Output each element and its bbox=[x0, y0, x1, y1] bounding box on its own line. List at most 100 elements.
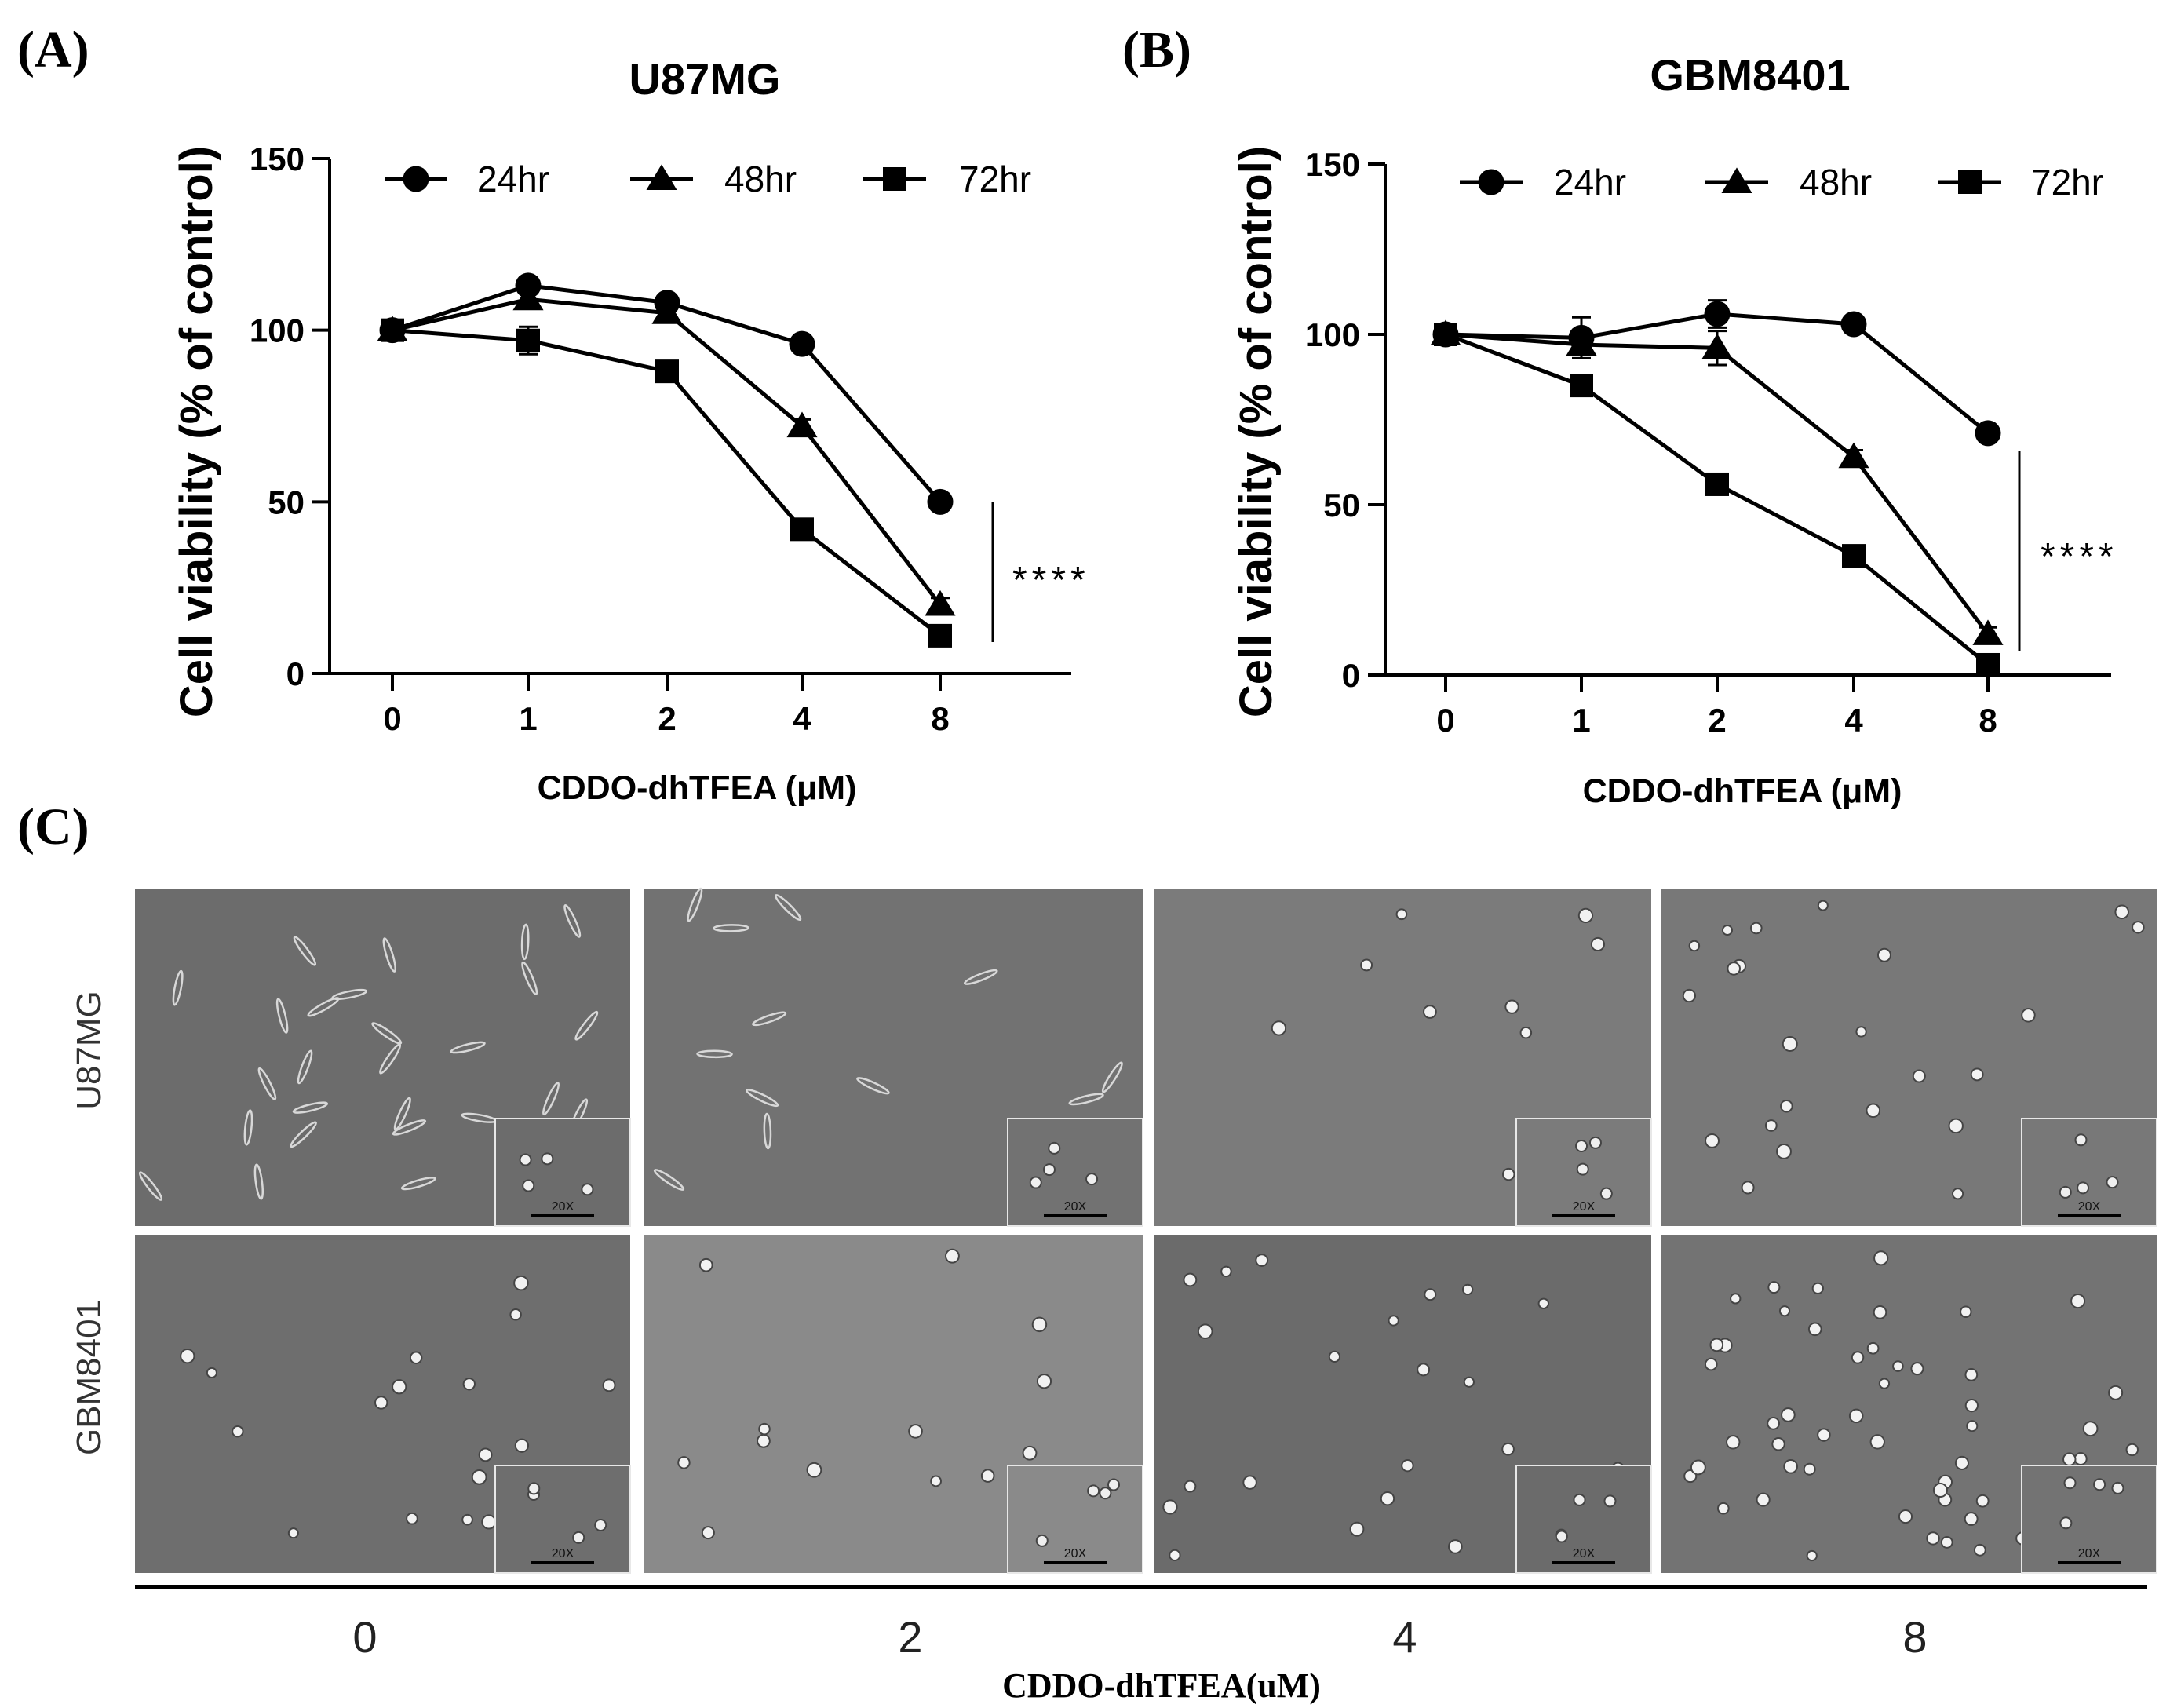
cell bbox=[292, 1101, 329, 1114]
cell bbox=[541, 1152, 554, 1166]
data-point-48hr bbox=[1972, 619, 2004, 645]
cell bbox=[481, 1514, 497, 1530]
cell bbox=[1577, 907, 1594, 924]
cell bbox=[581, 1183, 594, 1196]
cell bbox=[1807, 1322, 1822, 1337]
axes: 0 50 100 150 0 1 2 4 8 bbox=[1305, 146, 2111, 739]
cell bbox=[2108, 1385, 2124, 1400]
cell bbox=[758, 1422, 771, 1436]
cell bbox=[371, 1022, 403, 1045]
series-layer bbox=[1430, 299, 2004, 677]
cell bbox=[945, 1248, 960, 1264]
cell bbox=[514, 1438, 530, 1453]
inset-scale-label: 20X bbox=[1064, 1200, 1087, 1213]
data-point-48hr bbox=[651, 298, 683, 324]
cell bbox=[1271, 1020, 1287, 1036]
legend-label-24hr: 24hr bbox=[1554, 162, 1626, 203]
cell bbox=[450, 1041, 486, 1054]
cell bbox=[1688, 940, 1701, 952]
cell bbox=[232, 1425, 244, 1438]
cell bbox=[1220, 1265, 1232, 1278]
inset-panel bbox=[494, 1118, 631, 1227]
cell bbox=[1395, 908, 1408, 921]
x-tick-label: 4 bbox=[1844, 702, 1863, 739]
cell bbox=[1085, 1173, 1099, 1186]
data-point-48hr bbox=[1838, 442, 1869, 469]
cell bbox=[1107, 1478, 1121, 1491]
cell bbox=[1401, 1458, 1414, 1473]
inset-scale-label: 20X bbox=[1064, 1547, 1087, 1560]
cell bbox=[1964, 1512, 1979, 1527]
micrograph-x-axis-label: CDDO-dhTFEA(uM) bbox=[1002, 1666, 1321, 1705]
cell bbox=[1873, 1305, 1887, 1319]
cell bbox=[2125, 1443, 2139, 1457]
significance-stars: **** bbox=[2041, 536, 2118, 578]
inset-panel bbox=[1007, 1465, 1143, 1574]
cell bbox=[1783, 1458, 1798, 1474]
cell bbox=[1424, 1288, 1437, 1301]
data-point-72hr bbox=[1434, 323, 1457, 346]
cell bbox=[1504, 999, 1519, 1014]
cell bbox=[1068, 1093, 1104, 1106]
y-axis-label: Cell viability (% of control) bbox=[171, 146, 222, 717]
cell bbox=[2093, 1478, 2106, 1491]
cell bbox=[1952, 1188, 1964, 1200]
cell bbox=[392, 1119, 427, 1136]
cell bbox=[1183, 1272, 1198, 1287]
cell bbox=[1727, 962, 1742, 976]
cell bbox=[1749, 922, 1763, 935]
cell bbox=[1501, 1442, 1515, 1456]
data-point-72hr bbox=[655, 359, 679, 384]
cell bbox=[1576, 1162, 1589, 1176]
cell bbox=[563, 904, 582, 938]
cell bbox=[1767, 1416, 1780, 1430]
data-point-48hr bbox=[1701, 333, 1733, 359]
cell bbox=[275, 998, 289, 1034]
cell bbox=[1029, 1176, 1042, 1189]
cell bbox=[393, 1097, 411, 1131]
significance-stars: **** bbox=[1012, 560, 1090, 601]
cell bbox=[509, 1308, 522, 1321]
cell bbox=[1682, 988, 1697, 1003]
cell bbox=[1519, 1026, 1533, 1039]
panel-label-c: (C) bbox=[17, 798, 89, 856]
y-tick-label: 0 bbox=[286, 655, 305, 692]
cell bbox=[963, 969, 998, 985]
inset-scale-label: 20X bbox=[2078, 1200, 2101, 1213]
inset-panel bbox=[1007, 1118, 1143, 1227]
cell bbox=[752, 1011, 787, 1027]
data-point-72hr bbox=[381, 318, 404, 342]
cell bbox=[1423, 1005, 1437, 1019]
y-tick-label: 50 bbox=[1323, 487, 1360, 524]
cell bbox=[1811, 1282, 1824, 1294]
row-label-gbm8401: GBM8401 bbox=[70, 1300, 108, 1455]
series-line-72hr bbox=[1445, 332, 1990, 666]
inset-scale-label: 20X bbox=[2078, 1547, 2101, 1560]
data-point-48hr bbox=[786, 411, 818, 438]
cell bbox=[2082, 1421, 2099, 1437]
cell bbox=[763, 1112, 772, 1150]
inset-panel bbox=[2021, 1118, 2157, 1227]
cell bbox=[1035, 1534, 1049, 1547]
cell bbox=[331, 988, 368, 1001]
cell bbox=[1781, 1407, 1796, 1422]
cell bbox=[1099, 1487, 1112, 1500]
cell bbox=[521, 961, 538, 995]
cell bbox=[1966, 1420, 1979, 1432]
cell bbox=[1048, 1141, 1061, 1155]
cell bbox=[2062, 1452, 2077, 1466]
data-point-24hr bbox=[927, 488, 954, 515]
cell bbox=[1690, 1459, 1706, 1476]
cell bbox=[1848, 1408, 1864, 1424]
inset-panel bbox=[1515, 1465, 1652, 1574]
cell bbox=[1721, 925, 1733, 936]
micrograph-grid: U87MG GBM8401 20X 20X 20X 20X 20X 20X 20X 20X 0… bbox=[70, 887, 2157, 1705]
cell bbox=[520, 923, 530, 961]
cell bbox=[382, 937, 397, 973]
legend-marker-72hr bbox=[883, 167, 906, 191]
cell bbox=[1036, 1374, 1052, 1389]
cell bbox=[527, 1482, 541, 1495]
cell bbox=[1873, 1250, 1889, 1266]
cell bbox=[1717, 1502, 1730, 1515]
